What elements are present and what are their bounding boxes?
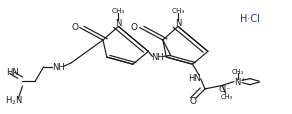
Text: Cl⁻: Cl⁻: [219, 84, 231, 93]
Text: CH₃: CH₃: [171, 8, 185, 14]
Text: N: N: [115, 19, 121, 28]
Text: $\mathrm{H_2N}$: $\mathrm{H_2N}$: [5, 94, 23, 106]
Text: +: +: [241, 76, 246, 81]
Text: HN: HN: [188, 73, 201, 82]
Text: H·Cl: H·Cl: [240, 14, 260, 24]
Text: N: N: [234, 77, 241, 86]
Text: CH₃: CH₃: [232, 69, 244, 75]
Text: O: O: [71, 23, 78, 32]
Text: HN: HN: [6, 67, 19, 76]
Text: CH₃: CH₃: [112, 8, 125, 14]
Text: O: O: [131, 23, 138, 32]
Text: N: N: [175, 19, 181, 28]
Text: O: O: [190, 96, 197, 105]
Text: CH₃: CH₃: [220, 93, 232, 99]
Text: NH: NH: [52, 62, 65, 71]
Text: NH: NH: [151, 53, 164, 61]
